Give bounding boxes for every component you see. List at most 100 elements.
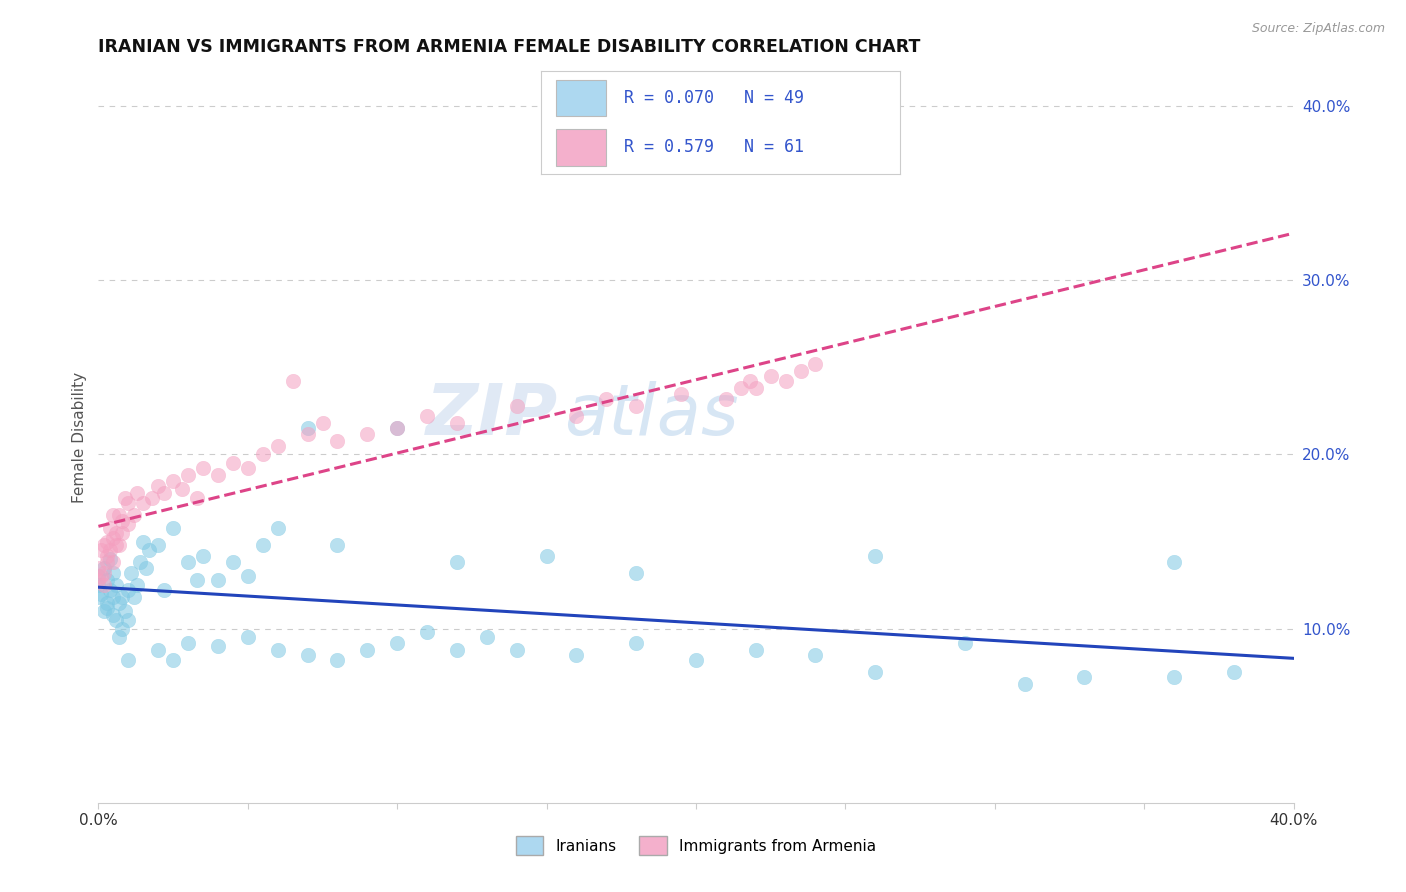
Point bbox=[536, 549, 558, 563]
Point bbox=[90, 587, 112, 601]
Point bbox=[98, 521, 122, 535]
Point bbox=[127, 578, 149, 592]
Point bbox=[626, 566, 648, 580]
Point bbox=[117, 583, 139, 598]
Point bbox=[98, 583, 122, 598]
Point bbox=[148, 479, 170, 493]
Point bbox=[297, 421, 319, 435]
Point bbox=[124, 508, 146, 523]
Point bbox=[385, 421, 409, 435]
Point bbox=[685, 653, 707, 667]
Point bbox=[326, 434, 349, 448]
Point bbox=[93, 566, 115, 580]
Point bbox=[103, 531, 125, 545]
Point bbox=[105, 525, 128, 540]
Point bbox=[356, 426, 378, 441]
Point bbox=[138, 543, 160, 558]
Point bbox=[252, 538, 274, 552]
Point bbox=[730, 381, 752, 395]
Point bbox=[626, 399, 648, 413]
Point bbox=[108, 508, 131, 523]
Point bbox=[326, 538, 349, 552]
Point bbox=[105, 578, 128, 592]
Point bbox=[267, 439, 290, 453]
Point bbox=[93, 578, 115, 592]
Point bbox=[236, 631, 259, 645]
Point bbox=[865, 549, 887, 563]
Point bbox=[132, 534, 155, 549]
Point bbox=[191, 549, 214, 563]
Point bbox=[207, 573, 229, 587]
Point bbox=[162, 474, 184, 488]
Point bbox=[326, 653, 349, 667]
Point bbox=[162, 653, 184, 667]
Point bbox=[98, 552, 122, 566]
Point bbox=[236, 461, 259, 475]
Point bbox=[98, 543, 122, 558]
Point bbox=[1163, 670, 1185, 684]
FancyBboxPatch shape bbox=[555, 128, 606, 166]
Point bbox=[252, 448, 274, 462]
Point bbox=[135, 560, 157, 574]
Point bbox=[207, 468, 229, 483]
Point bbox=[669, 386, 692, 401]
Point bbox=[108, 538, 131, 552]
Point bbox=[222, 456, 245, 470]
Point bbox=[129, 556, 152, 570]
Point bbox=[172, 483, 194, 497]
Point bbox=[96, 556, 118, 570]
Point bbox=[186, 491, 208, 505]
Point bbox=[96, 534, 118, 549]
Point bbox=[111, 514, 134, 528]
Point bbox=[1163, 556, 1185, 570]
Point bbox=[595, 392, 617, 406]
Point bbox=[103, 591, 125, 605]
Point bbox=[416, 409, 439, 424]
Text: R = 0.070   N = 49: R = 0.070 N = 49 bbox=[624, 89, 804, 107]
Point bbox=[90, 569, 112, 583]
Point bbox=[120, 566, 142, 580]
Point bbox=[111, 591, 134, 605]
Point bbox=[297, 426, 319, 441]
Point bbox=[446, 416, 468, 430]
Point bbox=[416, 625, 439, 640]
Point bbox=[117, 496, 139, 510]
Point bbox=[281, 375, 304, 389]
FancyBboxPatch shape bbox=[555, 79, 606, 117]
Point bbox=[153, 583, 176, 598]
Point bbox=[93, 538, 115, 552]
Point bbox=[141, 491, 163, 505]
Point bbox=[96, 600, 118, 615]
Point bbox=[148, 538, 170, 552]
Point bbox=[1073, 670, 1095, 684]
Point bbox=[267, 521, 290, 535]
Point bbox=[738, 375, 761, 389]
Point bbox=[714, 392, 737, 406]
Point bbox=[446, 556, 468, 570]
Point bbox=[222, 556, 245, 570]
Point bbox=[108, 595, 131, 609]
Point bbox=[177, 556, 200, 570]
Point bbox=[789, 364, 811, 378]
Point bbox=[385, 635, 409, 649]
Point bbox=[96, 595, 118, 609]
Point bbox=[103, 566, 125, 580]
Point bbox=[565, 648, 588, 662]
Point bbox=[475, 631, 498, 645]
Point bbox=[111, 622, 134, 636]
Point bbox=[385, 421, 409, 435]
Point bbox=[103, 508, 125, 523]
Point bbox=[117, 653, 139, 667]
Point bbox=[804, 357, 827, 371]
Point bbox=[87, 569, 110, 583]
Point bbox=[124, 591, 146, 605]
Text: ZIP: ZIP bbox=[426, 381, 558, 450]
Point bbox=[236, 569, 259, 583]
Point bbox=[90, 543, 112, 558]
Point bbox=[114, 491, 136, 505]
Text: R = 0.579   N = 61: R = 0.579 N = 61 bbox=[624, 138, 804, 156]
Point bbox=[148, 642, 170, 657]
Point bbox=[87, 578, 110, 592]
Point bbox=[953, 635, 976, 649]
Point bbox=[1014, 677, 1036, 691]
